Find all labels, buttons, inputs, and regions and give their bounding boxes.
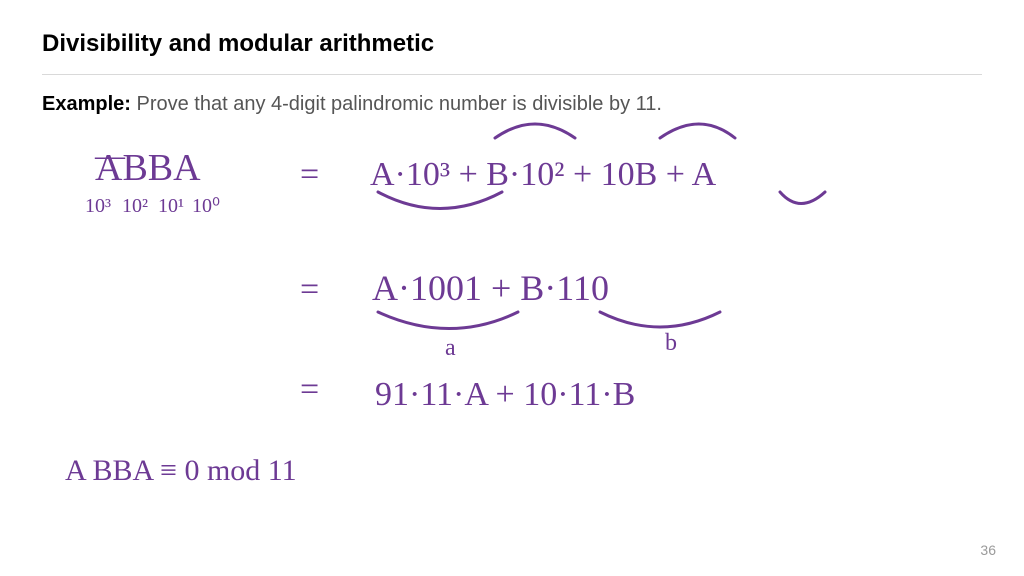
slide: Divisibility and modular arithmetic Exam… — [0, 0, 1024, 576]
example-label: Example: — [42, 93, 131, 115]
page-number: 36 — [980, 542, 996, 558]
title-rule — [42, 74, 982, 75]
example-text: Prove that any 4-digit palindromic numbe… — [137, 93, 662, 115]
example-line: Example: Prove that any 4-digit palindro… — [42, 93, 982, 116]
page-title: Divisibility and modular arithmetic — [42, 30, 982, 68]
